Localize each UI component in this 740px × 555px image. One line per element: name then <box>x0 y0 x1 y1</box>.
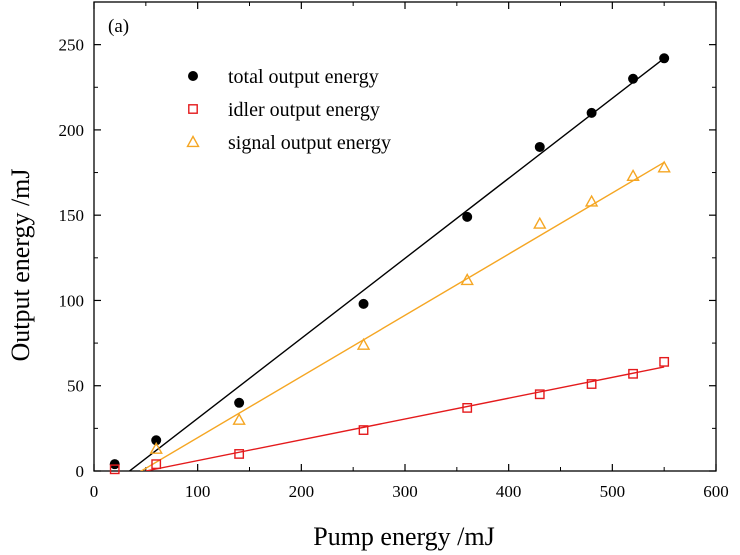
x-tick-label: 600 <box>703 482 729 501</box>
x-tick-label: 400 <box>496 482 522 501</box>
marker-point <box>109 459 120 470</box>
marker-point <box>188 71 198 81</box>
marker-point <box>586 107 597 118</box>
y-axis-title: Output energy /mJ <box>6 168 35 361</box>
legend: total output energy idler output energy si… <box>186 66 391 154</box>
marker-point <box>534 141 545 152</box>
marker-point <box>659 53 670 64</box>
legend-label: signal output energy <box>228 132 391 154</box>
marker-point <box>232 412 246 425</box>
x-tick-label: 200 <box>289 482 315 501</box>
marker-point <box>151 459 162 470</box>
marker-point <box>149 441 163 454</box>
y-tick-label: 0 <box>76 462 85 481</box>
marker-point <box>234 397 245 408</box>
marker-point <box>533 216 547 229</box>
marker-point <box>534 389 545 400</box>
legend-label: idler output energy <box>228 99 380 121</box>
marker-point <box>356 337 371 350</box>
x-tick-label: 100 <box>185 482 211 501</box>
plot-border <box>93 1 717 472</box>
marker-point <box>109 464 120 475</box>
marker-point <box>586 379 597 389</box>
x-tick-label: 500 <box>600 482 626 501</box>
marker-point <box>358 298 369 309</box>
marker-point <box>584 194 599 207</box>
marker-point <box>186 135 200 148</box>
data-markers <box>109 53 671 475</box>
fit-lines <box>128 57 665 471</box>
marker-point <box>462 402 473 413</box>
marker-point <box>659 356 670 367</box>
marker-point <box>188 104 198 114</box>
x-tick-label: 0 <box>90 482 99 501</box>
marker-point <box>657 160 671 173</box>
marker-point <box>460 273 474 286</box>
y-tick-label: 100 <box>59 291 85 310</box>
marker-point <box>626 169 640 182</box>
legend-label: total output energy <box>228 66 379 88</box>
x-axis-title: Pump energy /mJ <box>313 522 495 551</box>
plot-area <box>93 1 717 472</box>
y-tick-label: 200 <box>59 121 85 140</box>
x-tick-label: 300 <box>392 482 418 501</box>
fit-line <box>145 366 665 471</box>
marker-point <box>628 368 638 379</box>
y-tick-label: 250 <box>59 36 85 55</box>
marker-point <box>151 435 162 446</box>
panel-label: (a) <box>108 16 129 37</box>
marker-point <box>234 449 245 459</box>
fit-line <box>139 161 665 471</box>
marker-point <box>628 73 639 84</box>
marker-point <box>358 425 369 435</box>
fit-line <box>128 57 665 471</box>
y-tick-label: 150 <box>59 206 85 225</box>
marker-point <box>462 211 473 222</box>
y-tick-label: 50 <box>67 377 84 396</box>
axis-ticks: 0 100 200 300 400 500 600 0 50 100 150 200 250 <box>59 1 729 501</box>
